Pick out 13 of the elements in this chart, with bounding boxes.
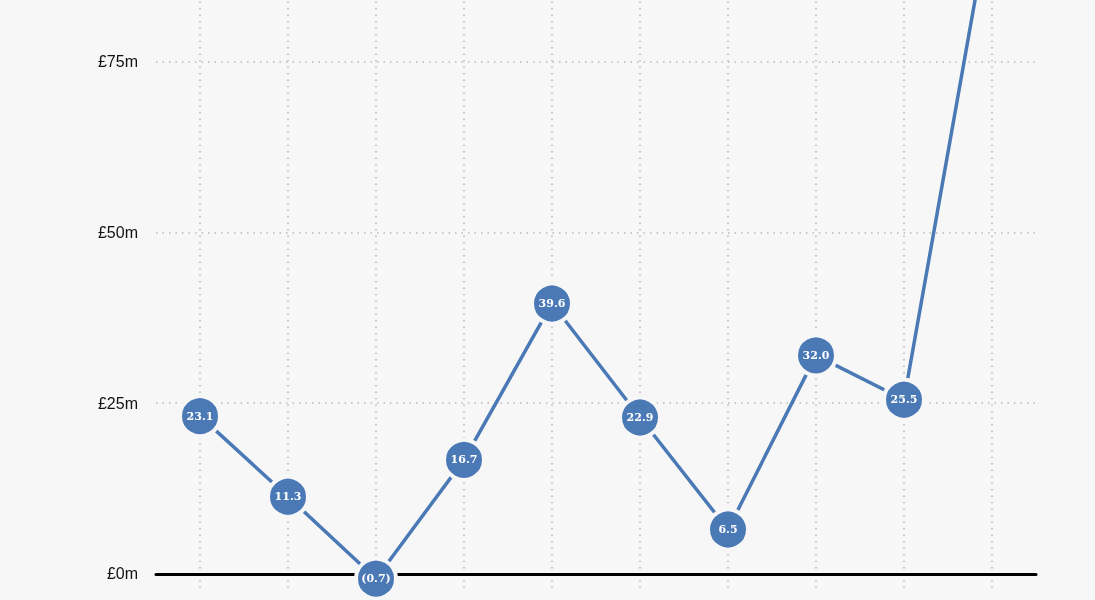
data-label: 39.6 [538,296,566,310]
data-label: 6.5 [718,522,738,536]
data-label: (0.7) [361,572,391,586]
y-tick-label: £25m [97,394,138,412]
data-label: 32.0 [802,348,830,362]
data-label: 25.5 [890,393,918,407]
data-label: 23.1 [186,409,214,423]
data-label: 11.3 [274,490,302,504]
y-tick-label: £50m [97,223,138,241]
data-label: 22.9 [626,410,654,424]
y-tick-label: £75m [97,53,138,71]
data-label: 16.7 [450,453,478,467]
y-tick-label: £0m [106,565,138,583]
